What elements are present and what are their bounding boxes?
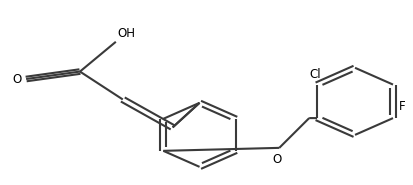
Text: Cl: Cl bbox=[309, 68, 320, 81]
Text: O: O bbox=[12, 73, 21, 85]
Text: F: F bbox=[398, 100, 404, 113]
Text: O: O bbox=[272, 153, 281, 166]
Text: OH: OH bbox=[117, 27, 135, 40]
